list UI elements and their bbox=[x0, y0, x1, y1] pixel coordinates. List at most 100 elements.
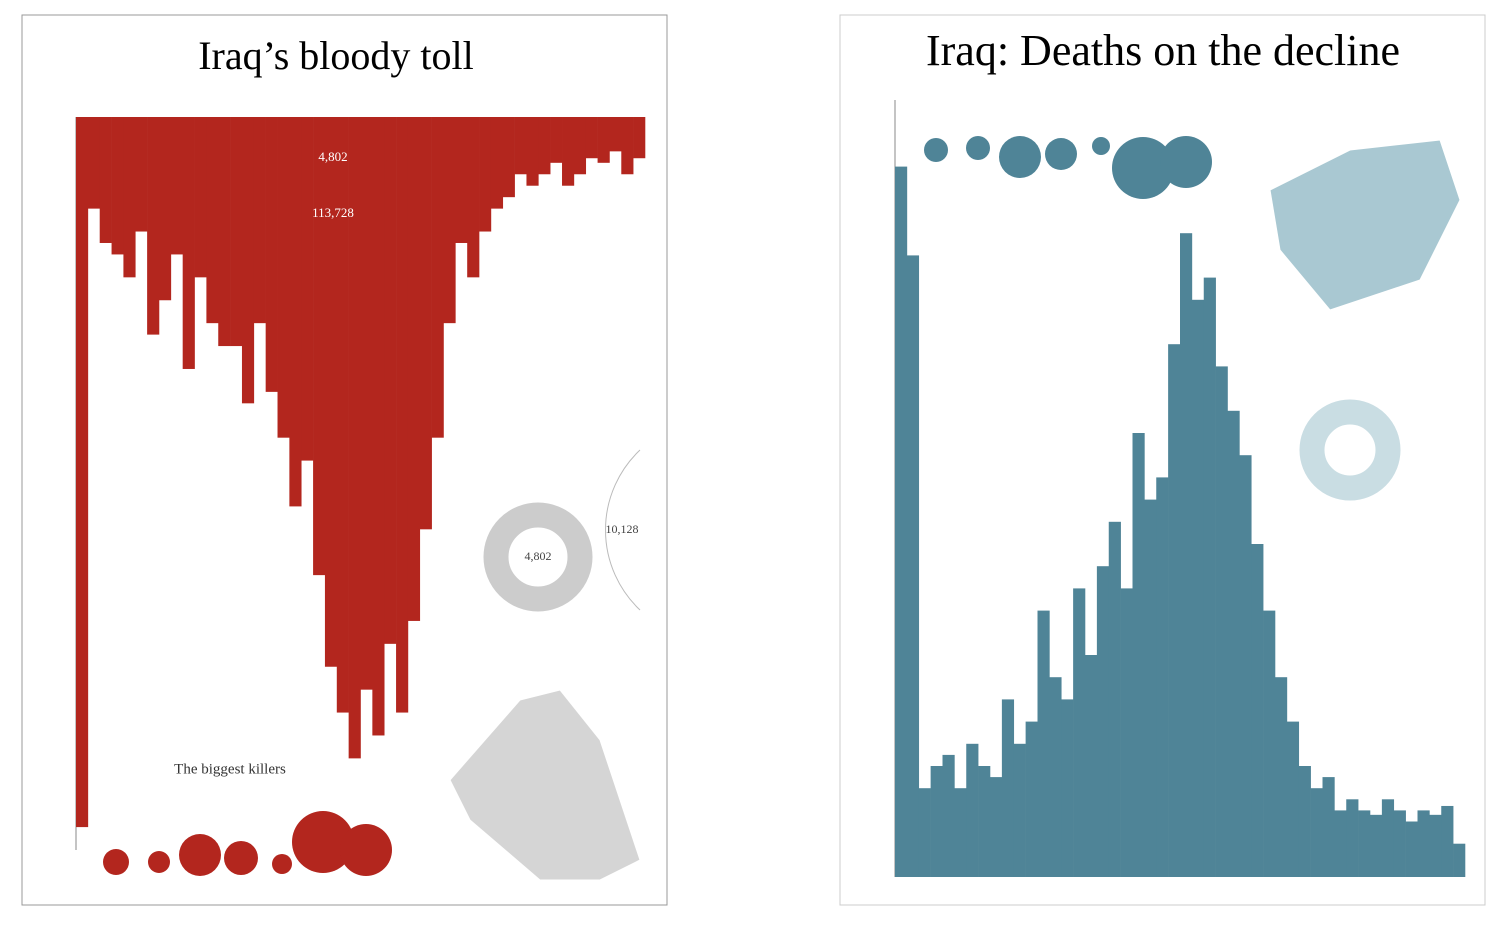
bar bbox=[1085, 655, 1098, 877]
left-title: Iraq’s bloody toll bbox=[198, 33, 474, 78]
bar bbox=[490, 117, 504, 209]
bar bbox=[621, 117, 634, 175]
bar bbox=[372, 117, 385, 736]
bar bbox=[1263, 610, 1276, 877]
bar bbox=[76, 117, 89, 828]
bar bbox=[609, 117, 622, 152]
bar bbox=[111, 117, 124, 255]
bar bbox=[1191, 299, 1205, 877]
bar bbox=[313, 117, 326, 576]
bar bbox=[324, 117, 338, 667]
bar bbox=[218, 117, 231, 347]
bar bbox=[1417, 810, 1430, 877]
bar bbox=[1251, 544, 1264, 877]
bar bbox=[1061, 699, 1074, 877]
bar bbox=[1073, 588, 1086, 877]
donut bbox=[483, 502, 593, 612]
bar bbox=[966, 743, 979, 877]
bar bbox=[1108, 521, 1121, 877]
bar bbox=[633, 117, 646, 159]
bar bbox=[1049, 677, 1062, 877]
right-title: Iraq: Deaths on the decline bbox=[926, 26, 1400, 75]
bar bbox=[1180, 233, 1193, 877]
bar bbox=[1132, 433, 1145, 877]
bar bbox=[384, 117, 397, 644]
bar bbox=[467, 117, 480, 278]
bar bbox=[1310, 788, 1323, 877]
bar bbox=[597, 117, 610, 163]
bar bbox=[918, 788, 931, 877]
annotation: 10,128 bbox=[606, 522, 639, 536]
bar bbox=[1334, 810, 1347, 877]
bar bbox=[1215, 366, 1228, 877]
bar bbox=[1441, 805, 1454, 877]
bar bbox=[1096, 566, 1110, 877]
bar bbox=[396, 117, 409, 713]
bar bbox=[348, 117, 361, 759]
bar bbox=[289, 117, 302, 507]
bar bbox=[1358, 810, 1371, 877]
bar bbox=[1429, 814, 1442, 877]
bar bbox=[1203, 277, 1216, 878]
bar bbox=[1013, 743, 1026, 877]
bar bbox=[1322, 777, 1335, 877]
bar bbox=[1025, 721, 1038, 877]
bar bbox=[336, 117, 349, 713]
bar bbox=[1239, 455, 1252, 877]
bar bbox=[230, 117, 243, 347]
bar bbox=[170, 117, 183, 255]
bar bbox=[1453, 843, 1466, 877]
bar bbox=[930, 766, 943, 877]
donut-right bbox=[1299, 399, 1401, 501]
bar bbox=[538, 117, 551, 175]
map bbox=[449, 689, 641, 881]
bar bbox=[431, 117, 444, 438]
bar bbox=[1168, 344, 1181, 877]
bar bbox=[360, 117, 373, 690]
bubbles-right bbox=[924, 136, 1212, 199]
bar bbox=[1144, 499, 1157, 877]
bar bbox=[241, 117, 255, 404]
bar bbox=[1370, 814, 1383, 877]
bar bbox=[514, 117, 527, 175]
bar bbox=[550, 117, 563, 163]
bar bbox=[1156, 477, 1169, 877]
bar bbox=[990, 777, 1003, 877]
bar bbox=[1298, 766, 1311, 877]
bar bbox=[1405, 821, 1418, 877]
bar bbox=[206, 117, 219, 324]
bar bbox=[87, 117, 101, 209]
bar bbox=[573, 117, 587, 175]
bar bbox=[455, 117, 468, 243]
bar bbox=[265, 117, 278, 392]
arc bbox=[605, 449, 641, 611]
bar bbox=[1381, 799, 1395, 877]
bar bbox=[1227, 410, 1240, 877]
annotation: The biggest killers bbox=[174, 761, 286, 777]
bar bbox=[419, 117, 432, 530]
bar bbox=[123, 117, 136, 278]
bar bbox=[135, 117, 148, 232]
bar bbox=[585, 117, 598, 159]
bar bbox=[1120, 588, 1133, 877]
bar bbox=[443, 117, 456, 324]
bar bbox=[182, 117, 195, 369]
bar bbox=[277, 117, 290, 438]
bar bbox=[526, 117, 539, 186]
bar bbox=[479, 117, 492, 232]
bar bbox=[158, 117, 172, 301]
annotation: 4,802 bbox=[318, 149, 347, 164]
bar bbox=[1001, 699, 1015, 877]
bar bbox=[954, 788, 967, 877]
bar bbox=[1275, 677, 1288, 877]
map-right bbox=[1269, 139, 1461, 311]
bar bbox=[1346, 799, 1359, 877]
bar bbox=[1286, 721, 1300, 877]
bar bbox=[1393, 810, 1406, 877]
bar bbox=[147, 117, 160, 335]
annotation: 4,802 bbox=[525, 549, 552, 563]
bar bbox=[895, 166, 908, 878]
bubbles bbox=[103, 811, 392, 876]
bar bbox=[906, 255, 920, 877]
